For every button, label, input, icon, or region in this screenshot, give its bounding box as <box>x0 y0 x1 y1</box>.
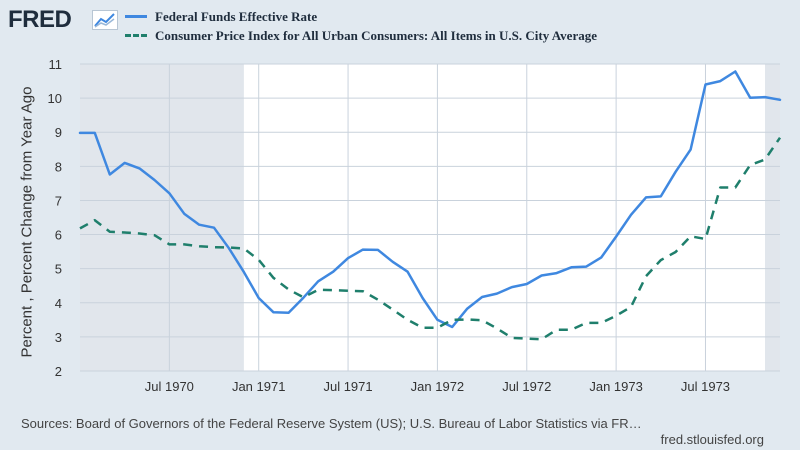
site-link[interactable]: fred.stlouisfed.org <box>660 432 764 447</box>
legend-swatch-dashed <box>125 34 147 37</box>
legend-item-fed-funds[interactable]: Federal Funds Effective Rate <box>125 7 597 26</box>
y-tick-label: 4 <box>55 296 62 311</box>
recession-band <box>80 64 244 371</box>
y-tick-label: 5 <box>55 262 62 277</box>
legend: Federal Funds Effective Rate Consumer Pr… <box>125 7 597 45</box>
x-tick-label: Jan 1973 <box>589 379 643 394</box>
y-tick-label: 8 <box>55 159 62 174</box>
y-tick-label: 11 <box>49 57 63 72</box>
series-line-fed-funds <box>78 70 782 329</box>
series-line-cpi <box>79 136 782 341</box>
x-tick-label: Jul 1972 <box>502 379 551 394</box>
source-note: Sources: Board of Governors of the Feder… <box>21 416 642 431</box>
x-tick-label: Jan 1971 <box>232 379 286 394</box>
legend-swatch-solid <box>125 15 147 18</box>
x-tick-label: Jan 1972 <box>411 379 465 394</box>
legend-label-fed-funds: Federal Funds Effective Rate <box>155 8 318 24</box>
y-tick-label: 3 <box>55 330 62 345</box>
y-tick-label: 7 <box>55 193 62 208</box>
y-tick-label: 2 <box>55 364 62 379</box>
y-tick-label: 6 <box>55 228 62 243</box>
x-tick-label: Jul 1970 <box>145 379 194 394</box>
legend-item-cpi[interactable]: Consumer Price Index for All Urban Consu… <box>125 26 597 45</box>
recession-band <box>764 64 780 371</box>
chart-line-icon-graphic <box>94 13 115 28</box>
x-tick-label: Jul 1973 <box>681 379 730 394</box>
y-tick-label: 9 <box>55 125 62 140</box>
fred-logo[interactable]: FRED <box>8 6 72 33</box>
chart-line-icon <box>92 10 118 30</box>
x-tick-label: Jul 1971 <box>323 379 372 394</box>
legend-label-cpi: Consumer Price Index for All Urban Consu… <box>155 27 597 43</box>
y-tick-label: 10 <box>48 91 62 106</box>
